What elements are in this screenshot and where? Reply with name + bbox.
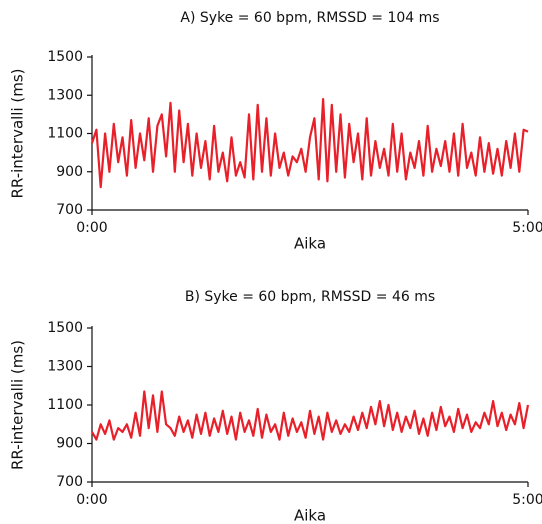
chart-title: B) Syke = 60 bpm, RMSSD = 46 ms: [185, 289, 435, 305]
chart-title: A) Syke = 60 bpm, RMSSD = 104 ms: [180, 10, 439, 26]
y-tick-label: 1100: [47, 397, 83, 413]
y-tick-label: 1500: [47, 320, 83, 336]
y-tick-label: 1500: [47, 49, 83, 65]
y-tick-label: 1300: [47, 359, 83, 375]
y-axis-label: RR-intervalli (ms): [9, 68, 27, 198]
rr-line: [91, 390, 530, 441]
y-tick-label: 1100: [47, 126, 83, 142]
y-tick-label: 700: [56, 202, 83, 218]
x-axis-label: Aika: [294, 235, 326, 253]
x-axis-label: Aika: [294, 507, 326, 524]
y-tick-label: 1300: [47, 87, 83, 103]
x-tick-label: 5:00: [512, 220, 542, 236]
y-tick-label: 900: [56, 436, 83, 452]
rr-line: [90, 98, 529, 189]
x-tick-label: 0:00: [76, 492, 107, 508]
y-tick-label: 900: [56, 164, 83, 180]
x-tick-label: 5:00: [512, 492, 542, 508]
x-tick-label: 0:00: [76, 220, 107, 236]
y-tick-label: 700: [56, 474, 83, 490]
y-axis-label: RR-intervalli (ms): [9, 340, 27, 470]
